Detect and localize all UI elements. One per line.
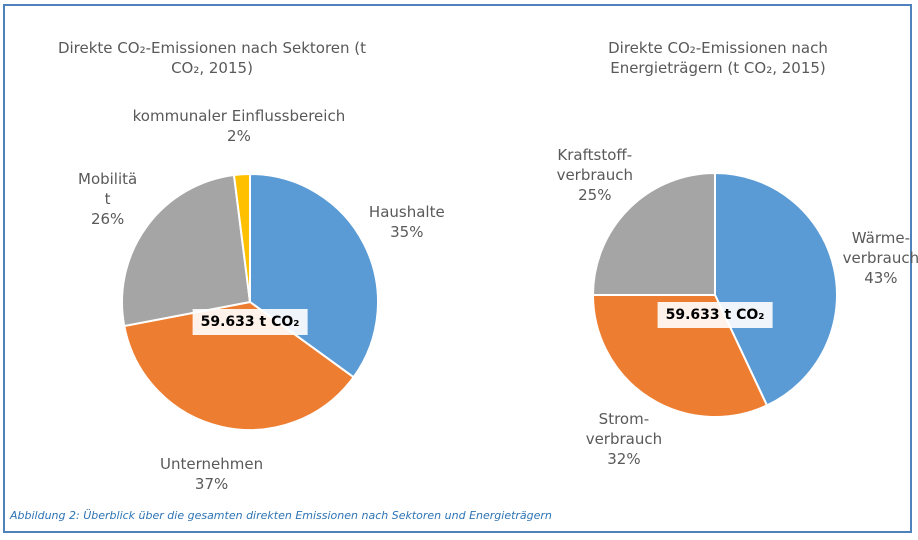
center-label: 59.633 t CO₂ (192, 309, 308, 335)
category-label: kommunaler Einflussbereich (132, 107, 346, 126)
slice-label: Wärme- verbrauch 43% (843, 228, 918, 288)
pie-slice (121, 173, 252, 328)
slice-label: kommunaler Einflussbereich 2% (133, 106, 346, 146)
value-label: 32% (607, 449, 641, 468)
caption: Abbildung 2: Überblick über die gesamten… (10, 509, 552, 522)
center-label: 59.633 t CO₂ (657, 302, 773, 328)
pie-slice (232, 172, 251, 303)
slice-label: Strom- verbrauch 32% (586, 409, 662, 469)
value-label: 35% (390, 223, 424, 242)
value-label: 37% (194, 474, 229, 493)
slice-label: Haushalte 35% (369, 202, 445, 242)
pie-slice (123, 300, 355, 431)
chart-title: Direkte CO₂-Emissionen nach Sektoren (t … (57, 39, 367, 77)
value-label: 25% (578, 185, 612, 204)
frame (3, 4, 912, 533)
chart-title: Direkte CO₂-Emissionen nach Energieträge… (608, 39, 828, 77)
category-label: Strom- verbrauch (585, 409, 663, 448)
category-label: Haushalte (368, 203, 445, 222)
category-label: Kraftstoff- verbrauch (556, 145, 633, 184)
value-label: 2% (227, 127, 251, 146)
category-label: Mobilitä t (78, 169, 138, 208)
value-label: 26% (90, 209, 125, 228)
slice-label: Unternehmen 37% (160, 454, 263, 494)
value-label: 43% (864, 268, 898, 287)
category-label: Wärme- verbrauch (842, 228, 918, 267)
slice-label: Kraftstoff- verbrauch 25% (557, 145, 633, 205)
pie-slice (591, 171, 716, 296)
slice-label: Mobilitä t 26% (78, 169, 137, 229)
category-label: Unternehmen (160, 454, 264, 473)
pie-slice (714, 171, 838, 407)
pie-slice (249, 172, 379, 379)
